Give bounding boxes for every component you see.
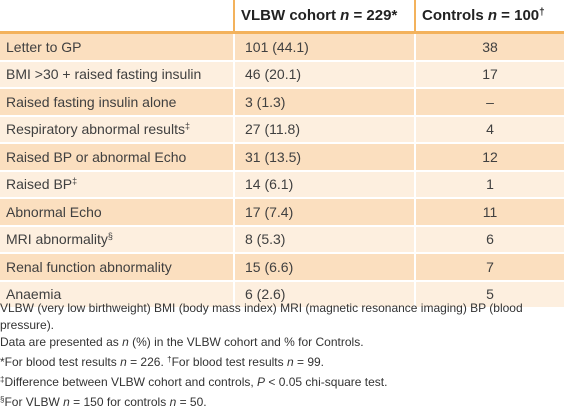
table-row: Renal function abnormality 15 (6.6) 7 [0,253,564,282]
footnote-section-text-b: = 150 for controls [69,395,170,409]
row-label-text: Anaemia [6,286,62,303]
row-controls-value: 38 [414,32,564,62]
table-row: Raised fasting insulin alone 3 (1.3) – [0,88,564,117]
results-table: VLBW cohort n = 229* Controls n = 100† L… [0,0,564,309]
row-label: Raised fasting insulin alone [0,88,234,117]
footnote-star-text-a: *For blood test results [0,355,121,369]
row-label-text: MRI abnormality [6,231,108,248]
row-vlbw-value: 17 (7.4) [233,198,415,227]
row-vlbw-value: 27 (11.8) [233,115,415,144]
footnote-data-format: Data are presented as n (%) in the VLBW … [0,334,560,351]
table-row: Raised BP or abnormal Echo 31 (13.5) 12 [0,143,564,172]
footnote-section-text-c: = 50. [176,395,207,409]
table-footnotes: VLBW (very low birthweight) BMI (body ma… [0,300,560,411]
row-controls-value: 11 [414,198,564,227]
footnote-dagger-n: n [286,355,294,369]
table-row: Letter to GP 101 (44.1) 38 [0,32,564,62]
header-controls-suffix: = 100 [497,7,540,24]
row-label-text: Letter to GP [6,38,82,55]
header-controls-n: n [487,7,498,24]
row-vlbw-value: 6 (2.6) [233,280,415,309]
row-vlbw-value: 14 (6.1) [233,170,415,199]
row-label: Raised BP or abnormal Echo [0,143,234,172]
footnote-ddagger-text-a: Difference between VLBW cohort and contr… [4,375,258,389]
footnote-ddagger-p: P [257,375,266,389]
footnote-dagger-mark: † [167,355,172,364]
row-label-text: Respiratory abnormal results [6,121,185,138]
header-row: VLBW cohort n = 229* Controls n = 100† [0,0,564,34]
header-controls-mark: † [539,7,545,18]
row-vlbw-value: 101 (44.1) [233,32,415,62]
row-label-text: Raised fasting insulin alone [6,93,177,110]
footnote-ddagger-text-b: < 0.05 chi-square test. [265,375,388,389]
row-vlbw-value: 15 (6.6) [233,253,415,282]
footnote-star-n: n [120,355,127,369]
row-label-text: Renal function abnormality [6,258,172,275]
footnote-section-text-a: For VLBW [4,395,64,409]
row-vlbw-value: 46 (20.1) [233,60,415,89]
footnote-abbreviations: VLBW (very low birthweight) BMI (body ma… [0,301,523,332]
footnote-section-mark: § [0,395,5,404]
header-controls: Controls n = 100† [414,0,564,34]
row-label-mark: ‡ [184,121,190,132]
footnote-data-n: n [122,335,129,349]
footnote-mri-counts: §For VLBW n = 150 for controls n = 50. [0,391,560,411]
row-label-mark: ‡ [72,176,78,187]
header-vlbw-suffix: = 229* [349,7,398,24]
row-vlbw-value: 8 (5.3) [233,225,415,254]
footnote-dagger-text-a: For blood test results [171,355,287,369]
table-row: BMI >30 + raised fasting insulin 46 (20.… [0,60,564,89]
row-label: Abnormal Echo [0,198,234,227]
table-row: Raised BP‡ 14 (6.1) 1 [0,170,564,199]
row-controls-value: – [414,88,564,117]
row-label: Raised BP‡ [0,170,234,199]
table-row: Anaemia 6 (2.6) 5 [0,280,564,309]
table-row: MRI abnormality§ 8 (5.3) 6 [0,225,564,254]
row-vlbw-value: 31 (13.5) [233,143,415,172]
row-controls-value: 6 [414,225,564,254]
footnote-chi-square: ‡Difference between VLBW cohort and cont… [0,371,560,391]
row-label-mark: § [107,231,113,242]
row-label: MRI abnormality§ [0,225,234,254]
footnote-dagger-text-b: = 99. [293,355,325,369]
footnote-data-suffix: (%) in the VLBW cohort and % for Control… [128,335,364,349]
footnote-ddagger-mark: ‡ [0,375,5,384]
table-row: Respiratory abnormal results‡ 27 (11.8) … [0,115,564,144]
row-label: Letter to GP [0,32,234,62]
row-controls-value: 7 [414,253,564,282]
row-label: Renal function abnormality [0,253,234,282]
row-label-text: Raised BP or abnormal Echo [6,148,187,165]
row-label: Anaemia [0,280,234,309]
table-header: VLBW cohort n = 229* Controls n = 100† [0,0,564,34]
row-label: Respiratory abnormal results‡ [0,115,234,144]
footnote-blood-tests: *For blood test results n = 226. †For bl… [0,351,560,371]
footnote-data-prefix: Data are presented as [0,335,123,349]
row-label-text: Raised BP [6,176,73,193]
row-controls-value: 5 [414,280,564,309]
header-vlbw-cohort: VLBW cohort n = 229* [233,0,415,34]
footnote-star-text-b: = 226. [126,355,168,369]
row-label-text: Abnormal Echo [6,203,102,220]
header-vlbw-n: n [340,7,350,24]
row-label: BMI >30 + raised fasting insulin [0,60,234,89]
row-vlbw-value: 3 (1.3) [233,88,415,117]
table-body: Letter to GP 101 (44.1) 38 BMI >30 + rai… [0,32,564,309]
table-row: Abnormal Echo 17 (7.4) 11 [0,198,564,227]
row-controls-value: 12 [414,143,564,172]
row-label-text: BMI >30 + raised fasting insulin [6,66,202,83]
row-controls-value: 1 [414,170,564,199]
header-vlbw-prefix: VLBW cohort [241,7,341,24]
header-blank [0,0,234,34]
row-controls-value: 17 [414,60,564,89]
row-controls-value: 4 [414,115,564,144]
header-controls-prefix: Controls [422,7,488,24]
footnote-section-n1: n [63,395,70,409]
